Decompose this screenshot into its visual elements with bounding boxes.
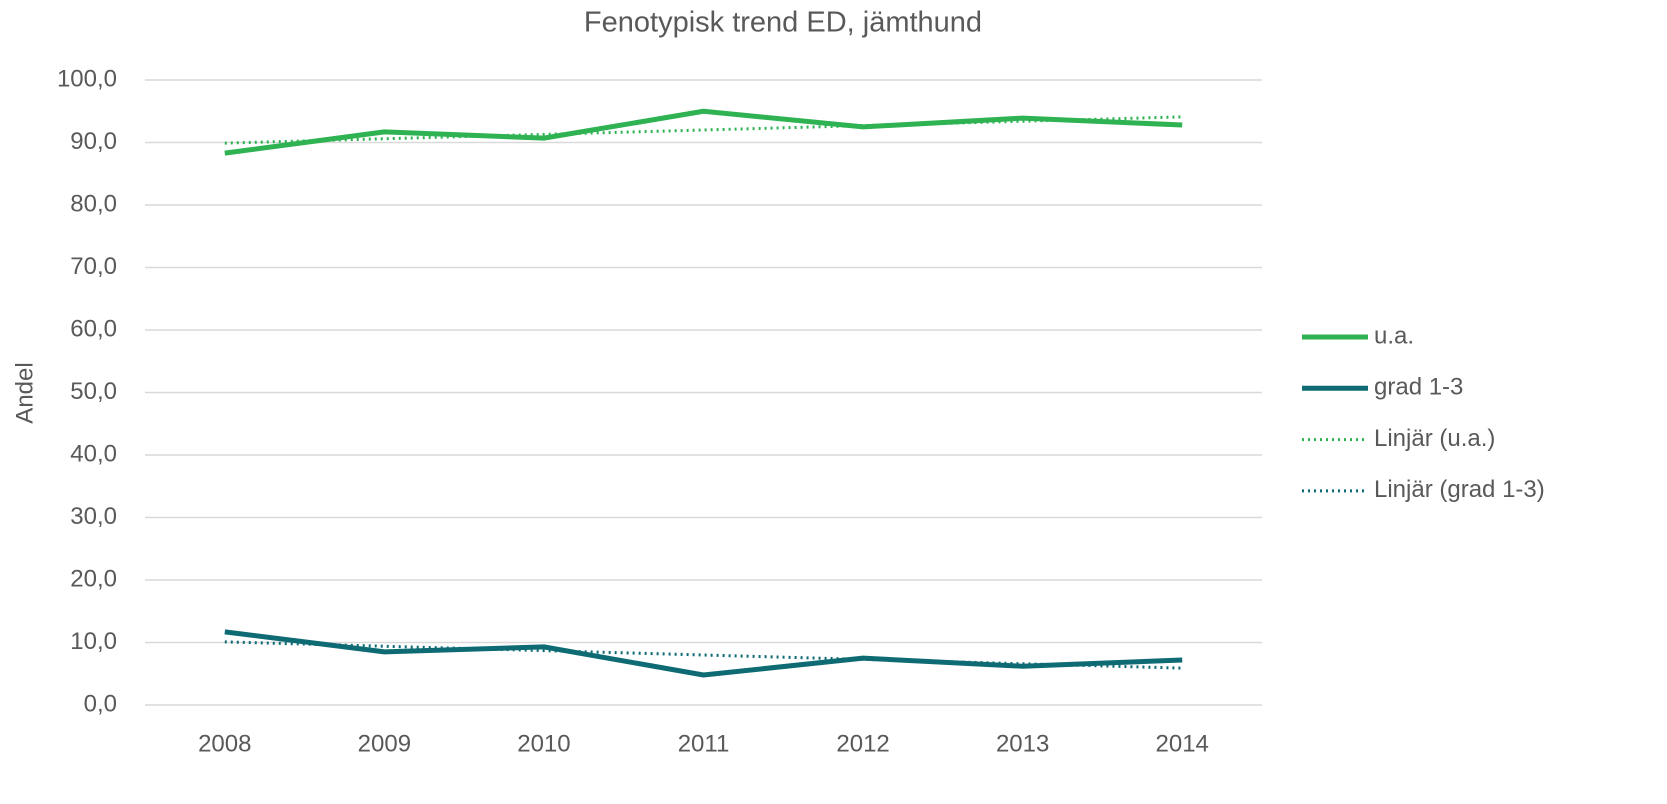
x-tick-label: 2009 <box>358 730 411 757</box>
legend-label: Linjär (u.a.) <box>1374 425 1495 452</box>
y-tick-label: 100,0 <box>57 65 117 92</box>
x-tick-label: 2008 <box>198 730 251 757</box>
y-axis-label: Andel <box>11 362 38 423</box>
series-line <box>224 629 1183 678</box>
series-line <box>224 108 1183 156</box>
x-tick-label: 2011 <box>678 730 730 757</box>
x-tick-label: 2014 <box>1156 730 1209 757</box>
y-tick-label: 30,0 <box>70 503 117 530</box>
y-tick-label: 70,0 <box>70 253 117 280</box>
series-line <box>224 115 1183 145</box>
series-line <box>224 640 1183 670</box>
y-tick-label: 0,0 <box>84 690 117 717</box>
y-tick-label: 10,0 <box>70 628 117 655</box>
y-tick-label: 60,0 <box>70 315 117 342</box>
y-tick-label: 40,0 <box>70 440 117 467</box>
y-tick-label: 80,0 <box>70 190 117 217</box>
x-tick-label: 2012 <box>836 730 889 757</box>
x-tick-label: 2013 <box>996 730 1049 757</box>
y-tick-label: 50,0 <box>70 378 117 405</box>
legend-label: u.a. <box>1374 322 1414 349</box>
y-tick-label: 20,0 <box>70 565 117 592</box>
y-tick-label: 90,0 <box>70 128 117 155</box>
legend-label: Linjär (grad 1-3) <box>1374 476 1545 503</box>
x-tick-label: 2010 <box>517 730 570 757</box>
legend-label: grad 1-3 <box>1374 374 1463 401</box>
chart-title: Fenotypisk trend ED, jämthund <box>584 7 982 39</box>
